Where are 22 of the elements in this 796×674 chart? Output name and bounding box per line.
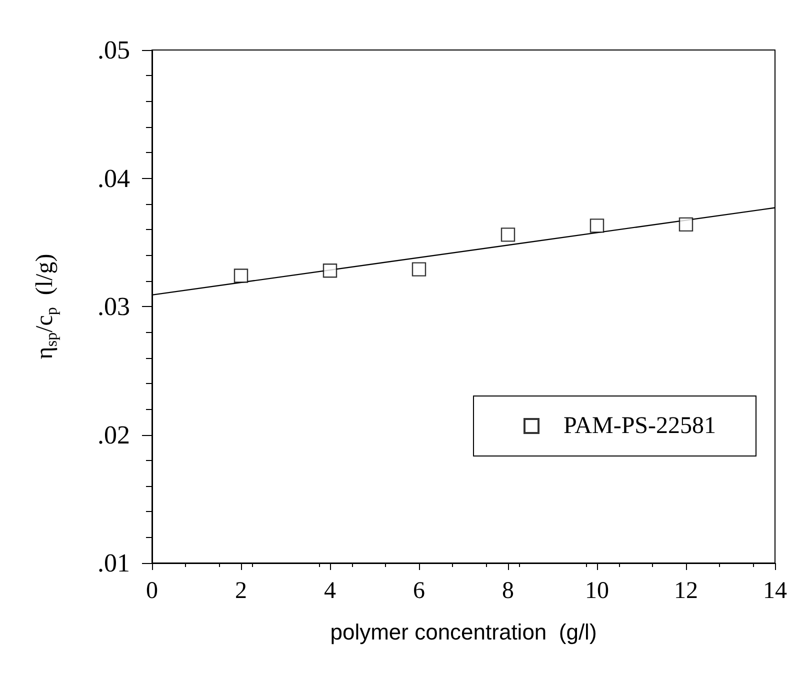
x-tick-label: 4: [324, 578, 336, 604]
point: [500, 228, 516, 242]
y-tick-label: .01: [98, 548, 130, 578]
legend-label: PAM-PS-22581: [564, 413, 716, 439]
x-tick-label: 10: [585, 578, 609, 604]
point: [322, 263, 338, 278]
y-tick-label: .03: [98, 292, 130, 321]
x-tick-label: 2: [235, 578, 247, 604]
point: [234, 268, 248, 283]
x-tick-label: 8: [502, 578, 514, 604]
y-tick-label: .04: [98, 164, 130, 193]
x-tick-label: 6: [413, 578, 425, 604]
x-axis-title: polymer concentration (g/l): [330, 620, 597, 644]
x-tick-label: 0: [146, 578, 158, 604]
y-tick-label: .05: [98, 36, 130, 64]
y-tick-label: .02: [98, 420, 130, 450]
point: [412, 262, 426, 276]
x-tick-label: 14: [763, 578, 787, 604]
y-axis-title: ηsp/cp (l/g): [32, 254, 60, 360]
point: [590, 218, 604, 233]
x-tick-label: 12: [674, 578, 698, 604]
point: [678, 217, 694, 232]
